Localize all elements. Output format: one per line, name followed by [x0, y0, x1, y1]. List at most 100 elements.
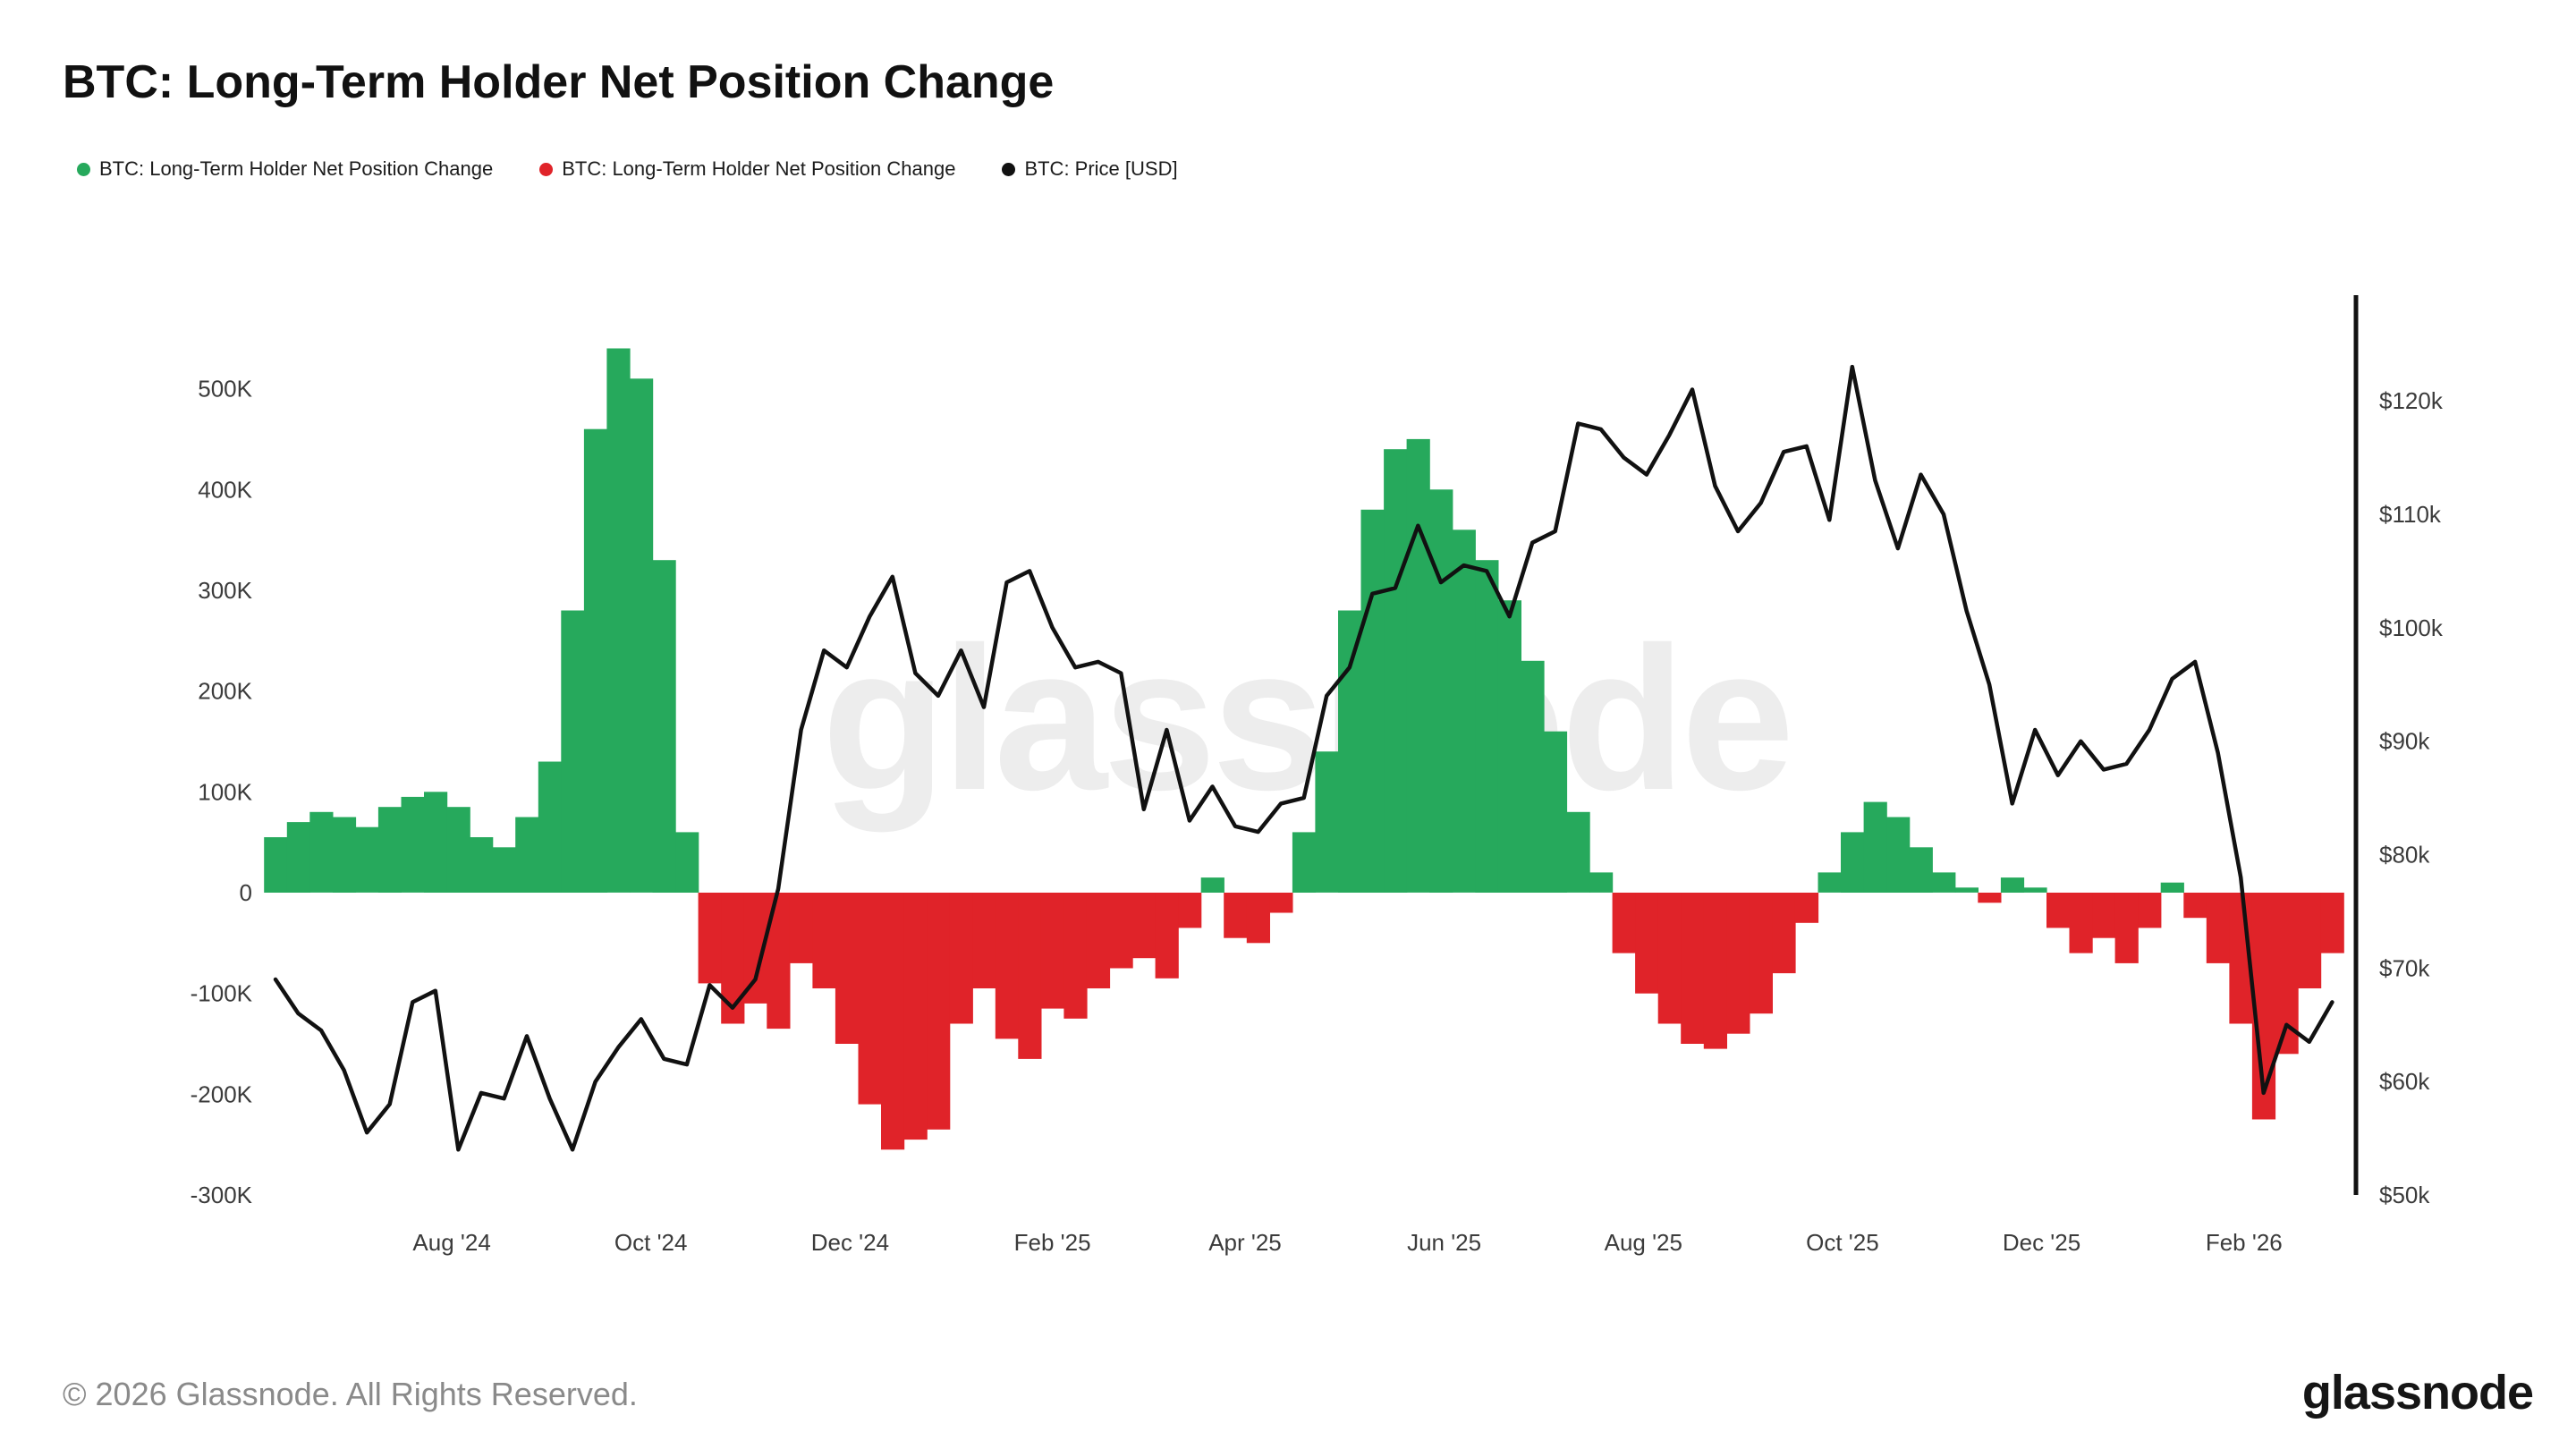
npc-bar — [583, 428, 608, 893]
npc-bar — [538, 761, 562, 893]
npc-bar — [2183, 893, 2207, 919]
npc-bar — [1909, 847, 1933, 893]
x-axis-tick-label: Feb '26 — [2206, 1229, 2283, 1256]
npc-bar — [630, 378, 654, 893]
npc-bar — [1566, 811, 1590, 893]
npc-bar — [2114, 893, 2139, 963]
npc-bar — [2092, 893, 2116, 938]
npc-bar — [1497, 600, 1521, 893]
legend-label: BTC: Price [USD] — [1024, 157, 1178, 180]
npc-bar — [1703, 893, 1727, 1049]
price-line — [273, 364, 2334, 1152]
npc-bar — [1589, 872, 1614, 893]
x-axis-tick-label: Oct '24 — [614, 1229, 688, 1256]
right-axis-tick-label: $50k — [2379, 1182, 2430, 1208]
legend-dot-black-icon — [1002, 162, 1016, 176]
npc-bar — [1681, 893, 1705, 1044]
chart-legend: BTC: Long-Term Holder Net Position Chang… — [77, 157, 1178, 181]
npc-bar — [2206, 893, 2230, 963]
left-axis-tick-label: 0 — [240, 879, 252, 906]
npc-bar — [2298, 893, 2322, 988]
copyright-text: © 2026 Glassnode. All Rights Reserved. — [63, 1376, 638, 1412]
right-axis-tick-label: $100k — [2379, 614, 2444, 641]
npc-bar — [2023, 887, 2047, 893]
npc-bar — [972, 893, 996, 988]
npc-bar — [1657, 893, 1682, 1024]
npc-bar — [1018, 893, 1042, 1059]
npc-bar — [1246, 893, 1270, 944]
npc-bar — [2000, 877, 2025, 893]
npc-bar — [1543, 731, 1568, 893]
npc-bar — [1954, 887, 1979, 893]
legend-dot-green-icon — [77, 162, 90, 176]
right-axis-tick-label: $110k — [2379, 501, 2442, 528]
npc-bar — [1178, 893, 1202, 928]
npc-bar — [949, 893, 973, 1024]
right-axis-tick-label: $60k — [2379, 1068, 2430, 1095]
left-axis-tick-label: -300K — [191, 1182, 253, 1208]
x-axis-tick-label: Aug '25 — [1605, 1229, 1682, 1256]
npc-bar — [424, 792, 448, 893]
npc-bar — [1886, 817, 1911, 893]
npc-bar — [1794, 893, 1819, 923]
npc-bar — [1841, 832, 1865, 893]
legend-item-lth-net-position-negative[interactable]: BTC: Long-Term Holder Net Position Chang… — [539, 157, 955, 181]
left-axis-tick-label: 100K — [198, 778, 252, 805]
npc-bar — [561, 610, 585, 893]
npc-bar — [286, 822, 310, 893]
npc-bar — [470, 837, 494, 893]
npc-bar — [903, 893, 928, 1140]
npc-bar — [698, 893, 722, 984]
npc-bar — [1978, 893, 2002, 903]
glassnode-logo[interactable]: glassnode — [2301, 1366, 2534, 1419]
npc-bar — [1132, 893, 1157, 959]
npc-bar — [309, 811, 334, 893]
npc-bar — [881, 893, 905, 1150]
npc-bar — [1452, 530, 1476, 893]
legend-item-lth-net-position-positive[interactable]: BTC: Long-Term Holder Net Position Chang… — [77, 157, 493, 181]
npc-bar — [1292, 832, 1317, 893]
npc-bar — [1612, 893, 1636, 953]
npc-bar — [401, 796, 425, 893]
npc-bar — [1749, 893, 1773, 1014]
npc-bar — [1269, 893, 1293, 913]
x-axis-tick-label: Aug '24 — [412, 1229, 490, 1256]
npc-bar — [995, 893, 1019, 1039]
npc-bar — [2138, 893, 2162, 928]
npc-bar — [1200, 877, 1224, 893]
watermark: glassnode — [822, 606, 1791, 833]
x-axis-tick-label: Jun '25 — [1407, 1229, 1481, 1256]
legend-item-btc-price[interactable]: BTC: Price [USD] — [1002, 157, 1178, 181]
npc-bar — [1475, 560, 1499, 893]
npc-bar — [1863, 801, 1887, 893]
npc-bar — [1429, 489, 1453, 893]
npc-bar — [1224, 893, 1248, 938]
npc-bar — [1360, 509, 1385, 893]
npc-bar — [332, 817, 357, 893]
legend-label: BTC: Long-Term Holder Net Position Chang… — [562, 157, 956, 180]
left-axis-tick-label: 300K — [198, 577, 252, 604]
left-axis-tick-label: 500K — [198, 376, 252, 402]
npc-bar — [1635, 893, 1659, 994]
left-axis-tick-label: -100K — [191, 980, 253, 1007]
npc-bar — [675, 832, 699, 893]
npc-bar — [858, 893, 882, 1105]
npc-bar — [2069, 893, 2093, 953]
npc-bar — [2320, 893, 2344, 953]
npc-bar — [606, 348, 631, 893]
npc-bar — [1818, 872, 1842, 893]
npc-bar — [515, 817, 539, 893]
npc-bar — [1521, 660, 1545, 893]
right-axis-tick-label: $120k — [2379, 387, 2444, 414]
right-axis-tick-label: $70k — [2379, 954, 2430, 981]
npc-bar — [812, 893, 836, 988]
legend-dot-red-icon — [539, 162, 554, 176]
npc-bar — [1932, 872, 1956, 893]
npc-bar — [1338, 610, 1362, 893]
npc-bar — [1772, 893, 1796, 974]
npc-bar — [1726, 893, 1750, 1034]
npc-bar — [789, 893, 813, 963]
npc-bar — [1384, 449, 1408, 893]
